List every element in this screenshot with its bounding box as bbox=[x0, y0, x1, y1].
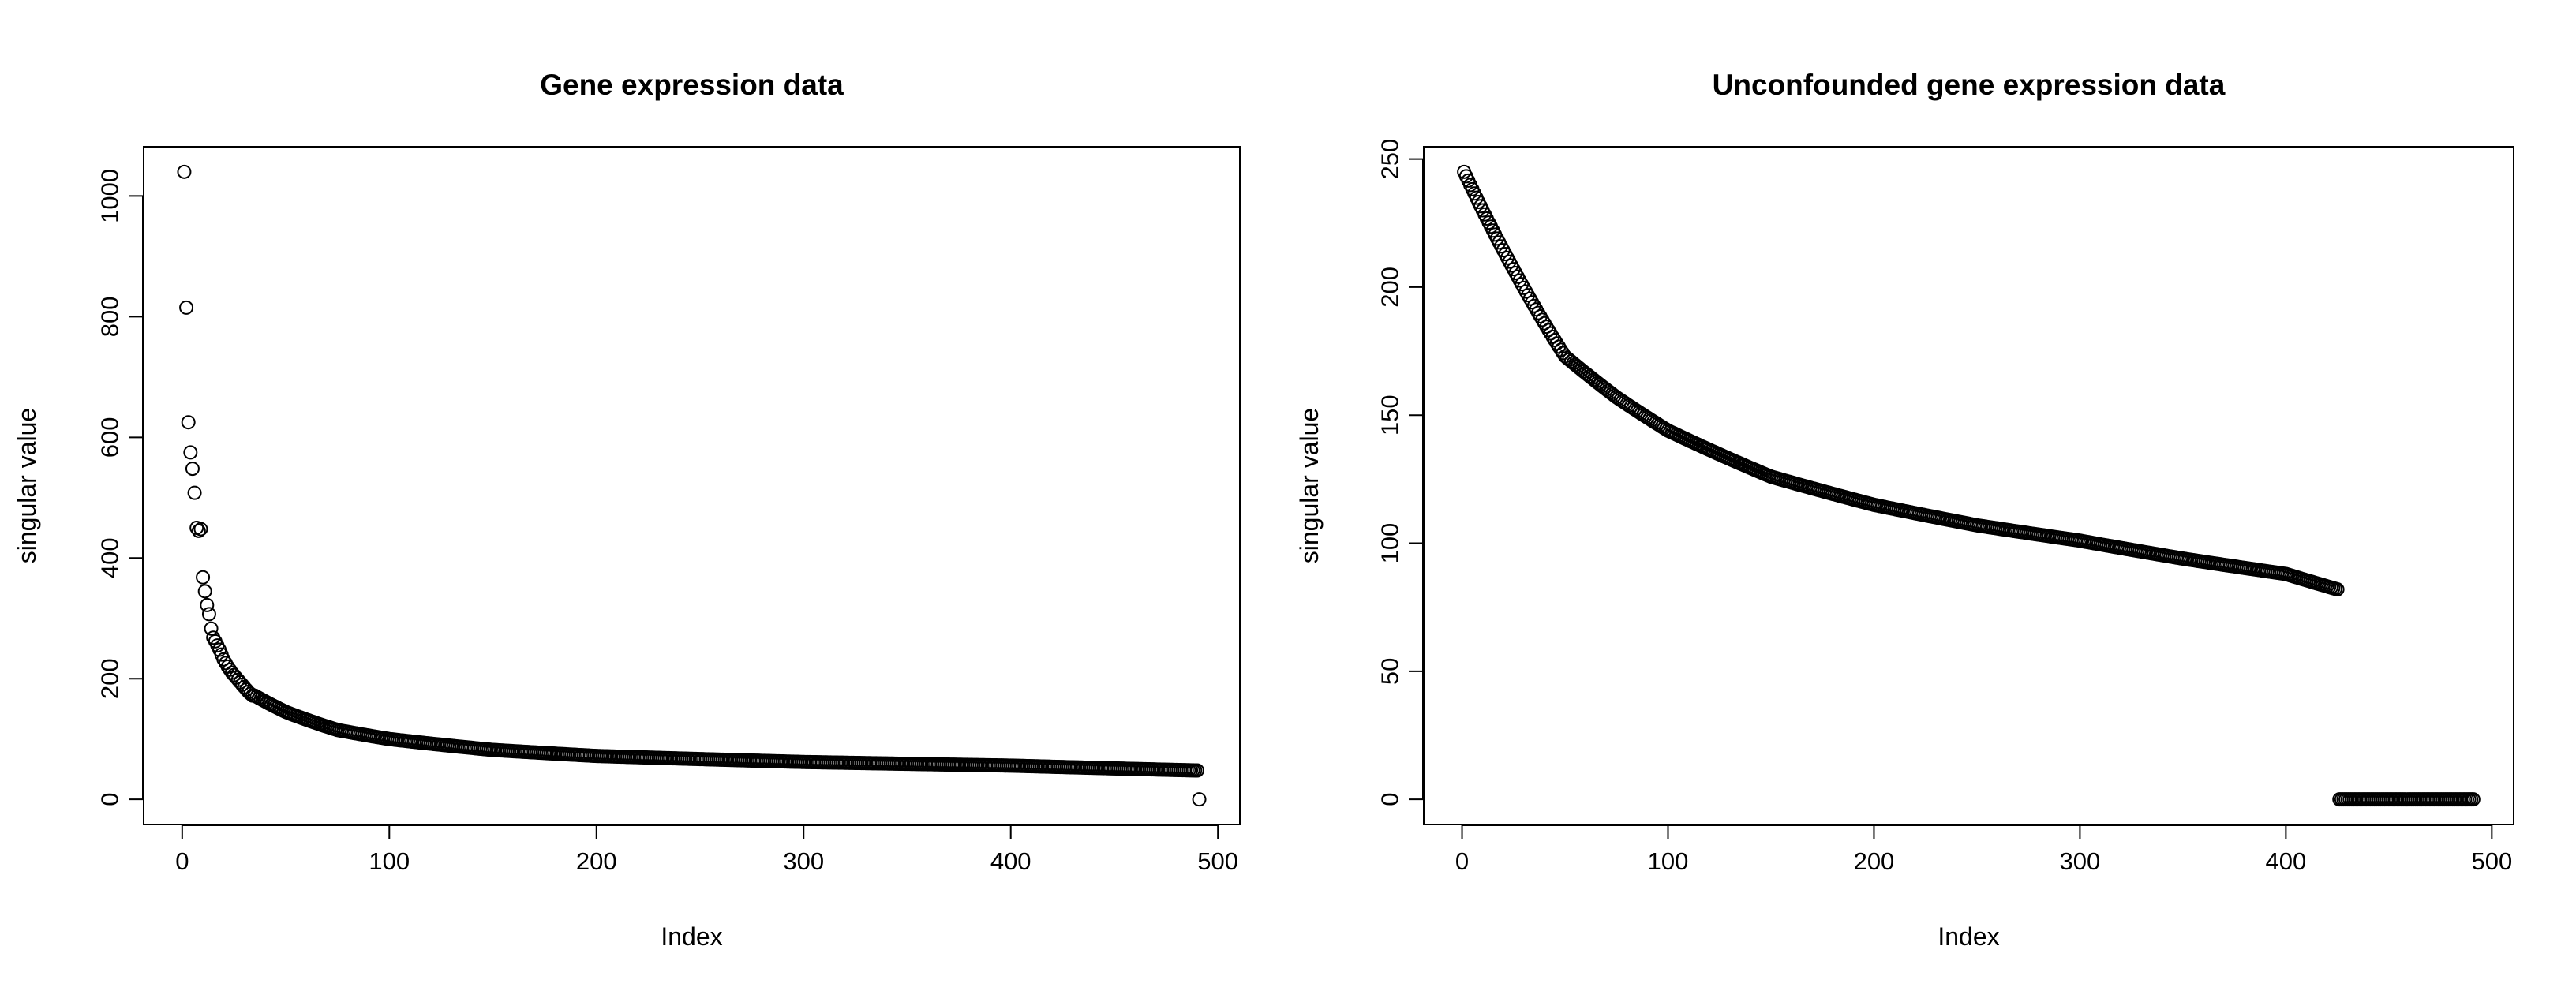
data-series bbox=[1457, 164, 2481, 807]
data-point bbox=[201, 607, 216, 622]
y-tick-label: 0 bbox=[1376, 793, 1404, 806]
chart-title: Unconfounded gene expression data bbox=[1713, 69, 2226, 101]
x-tick-label: 400 bbox=[2266, 847, 2307, 875]
y-axis-label: singular value bbox=[13, 408, 41, 563]
data-point bbox=[1529, 302, 1544, 317]
x-axis-label: Index bbox=[661, 922, 722, 951]
data-point bbox=[204, 621, 219, 636]
data-point bbox=[2466, 792, 2481, 807]
data-series bbox=[177, 164, 1207, 807]
y-tick-label: 100 bbox=[1376, 523, 1404, 564]
y-tick-label: 200 bbox=[1376, 267, 1404, 308]
data-point bbox=[191, 523, 206, 538]
x-tick-label: 300 bbox=[2060, 847, 2101, 875]
y-tick-label: 200 bbox=[96, 658, 124, 699]
chart-title: Gene expression data bbox=[540, 69, 844, 101]
y-tick-label: 1000 bbox=[96, 169, 124, 223]
plot-frame bbox=[1423, 146, 2514, 825]
data-point bbox=[1535, 312, 1550, 327]
x-tick-label: 100 bbox=[369, 847, 410, 875]
data-point bbox=[1531, 305, 1546, 320]
y-tick-label: 0 bbox=[96, 793, 124, 806]
data-point bbox=[197, 584, 212, 599]
data-point bbox=[1537, 316, 1552, 331]
y-axis-label: singular value bbox=[1295, 408, 1324, 563]
x-tick-label: 100 bbox=[1648, 847, 1689, 875]
data-point bbox=[200, 597, 215, 612]
data-point bbox=[187, 485, 202, 500]
data-point bbox=[179, 300, 194, 315]
y-tick-label: 250 bbox=[1376, 139, 1404, 180]
x-tick-label: 300 bbox=[783, 847, 824, 875]
x-tick-label: 0 bbox=[1455, 847, 1469, 875]
data-point bbox=[1189, 763, 1204, 778]
data-point bbox=[193, 522, 208, 537]
y-tick-label: 50 bbox=[1376, 658, 1404, 685]
data-point bbox=[1192, 792, 1207, 807]
y-tick-label: 600 bbox=[96, 417, 124, 458]
data-point bbox=[181, 415, 196, 430]
panel-unconfounded-gene-expression: Unconfounded gene expression data Index si… bbox=[1295, 69, 2514, 951]
x-axis-label: Index bbox=[1938, 922, 1999, 951]
x-tick-label: 200 bbox=[1854, 847, 1895, 875]
data-point bbox=[2330, 581, 2345, 596]
x-tick-label: 0 bbox=[175, 847, 189, 875]
panel-gene-expression: Gene expression data Index singular value 0… bbox=[13, 69, 1241, 951]
data-point bbox=[177, 164, 192, 179]
data-point bbox=[196, 570, 211, 585]
data-point bbox=[1533, 309, 1548, 324]
x-tick-label: 400 bbox=[990, 847, 1032, 875]
y-tick-label: 150 bbox=[1376, 394, 1404, 436]
data-point bbox=[185, 462, 200, 477]
y-tick-label: 800 bbox=[96, 296, 124, 337]
x-tick-label: 200 bbox=[576, 847, 617, 875]
x-tick-label: 500 bbox=[1197, 847, 1238, 875]
y-tick-label: 400 bbox=[96, 537, 124, 578]
x-tick-label: 500 bbox=[2471, 847, 2512, 875]
data-point bbox=[183, 445, 198, 460]
